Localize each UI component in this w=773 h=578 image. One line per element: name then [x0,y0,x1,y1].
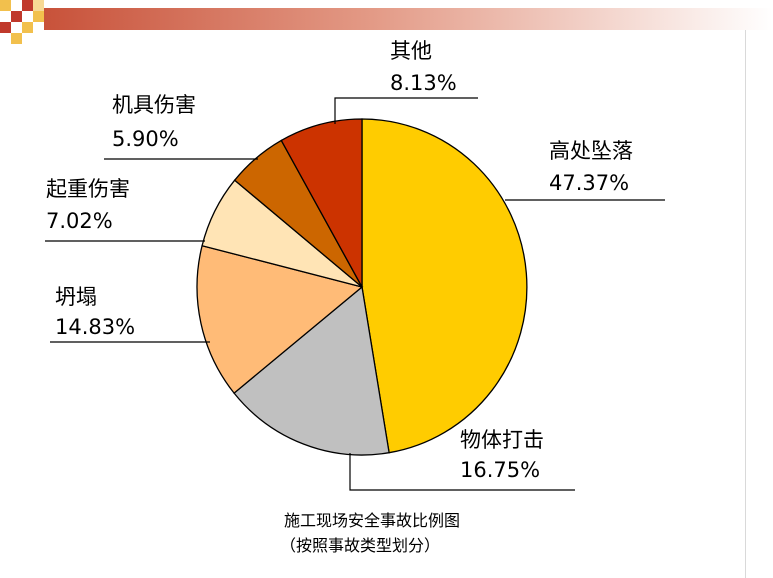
chart-caption-line2: （按照事故类型划分） [280,536,440,555]
pie-slice-2 [196,244,364,395]
pie-slice-1 [233,285,390,456]
slice-labels: 高处坠落 47.37% 物体打击 16.75% 坍塌 14.83% 起重伤害 7.02% 机具伤… [46,39,633,482]
pie-slice-0 [361,118,528,454]
slice-percent-label-0: 47.37% [549,171,629,195]
leader-lines [45,97,665,491]
slice-percent-label-4: 5.90% [112,127,179,151]
slice-percent-label-5: 8.13% [390,71,457,95]
slice-name-label-3: 起重伤害 [46,177,130,201]
header-decoration [0,0,773,44]
slice-name-label-5: 其他 [390,39,432,63]
leader-line-1 [349,453,575,491]
slice-name-label-1: 物体打击 [460,428,544,452]
slice-percent-label-3: 7.02% [46,209,113,233]
slice-percent-label-1: 16.75% [460,458,540,482]
slice-percent-label-2: 14.83% [55,315,135,339]
pie-slices [196,118,528,456]
leader-line-5 [334,97,478,124]
slice-name-label-2: 坍塌 [55,285,97,309]
slice-name-label-4: 机具伤害 [112,93,196,117]
pie-slice-5 [280,118,363,288]
chart-caption-line1: 施工现场安全事故比例图 [284,511,460,530]
slide-edge [745,30,746,578]
slice-name-label-0: 高处坠落 [549,139,633,163]
